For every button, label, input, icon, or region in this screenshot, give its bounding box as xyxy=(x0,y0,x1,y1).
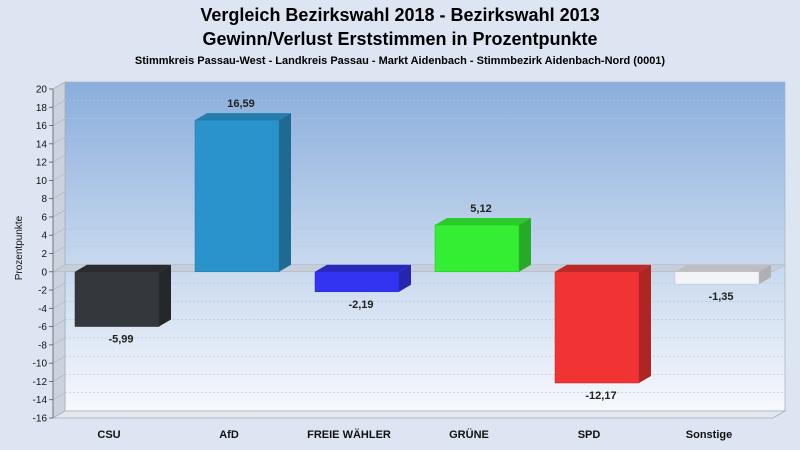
gridline-side xyxy=(52,227,66,236)
data-label: 16,59 xyxy=(227,98,255,110)
bar-side xyxy=(519,217,531,272)
gridline-side xyxy=(52,81,66,90)
y-tick-label: 20 xyxy=(36,85,48,96)
gridline-side xyxy=(52,301,66,309)
y-tick-label: 4 xyxy=(41,231,47,242)
bar-top xyxy=(195,113,291,121)
y-tick-label: 10 xyxy=(36,176,48,187)
gridline-side xyxy=(52,100,66,108)
x-tick-label: CSU xyxy=(97,429,120,441)
gridline-side xyxy=(52,410,66,419)
gridline-side xyxy=(52,374,66,382)
bar-top xyxy=(435,217,531,225)
y-tick-label: 6 xyxy=(41,212,47,223)
y-tick-label: 14 xyxy=(36,139,48,150)
x-tick-label: Sonstige xyxy=(686,429,732,441)
floor xyxy=(51,410,787,419)
data-label: -1,35 xyxy=(708,291,733,303)
gridline-side xyxy=(52,319,66,327)
data-label: 5,12 xyxy=(470,203,491,215)
bar xyxy=(554,271,640,384)
chart-subtitle: Gewinn/Verlust Erststimmen in Prozentpun… xyxy=(202,29,597,49)
bar-top xyxy=(75,264,171,272)
bar xyxy=(194,119,280,273)
bar-top xyxy=(675,264,771,272)
gridline-side xyxy=(52,191,66,199)
gridline-side xyxy=(52,337,66,346)
gridline-side xyxy=(52,355,66,364)
bar-side xyxy=(639,264,651,383)
y-tick-label: 16 xyxy=(36,121,48,132)
data-label: -12,17 xyxy=(585,390,616,402)
y-tick-label: -16 xyxy=(33,414,48,425)
y-tick-label: -12 xyxy=(33,377,48,388)
y-axis-label: Prozentpunkte xyxy=(14,215,25,280)
gridline-side xyxy=(52,392,66,400)
bar-top xyxy=(555,264,651,272)
y-tick-label: -4 xyxy=(38,304,47,315)
bar-side xyxy=(159,264,171,327)
y-tick-label: -14 xyxy=(33,395,48,406)
bar-side xyxy=(399,264,411,292)
gridline-side xyxy=(52,118,66,126)
gridline-side xyxy=(52,282,66,291)
x-tick-label: SPD xyxy=(578,429,601,441)
bar-top xyxy=(315,264,411,272)
x-tick-label: FREIE WÄHLER xyxy=(307,428,391,441)
gridline-side xyxy=(52,154,66,163)
bar xyxy=(74,271,160,327)
x-tick-label: GRÜNE xyxy=(449,428,489,441)
y-tick-label: 0 xyxy=(41,267,47,278)
gridline-side xyxy=(52,209,66,218)
bar-side xyxy=(279,113,291,272)
data-label: -5,99 xyxy=(108,334,133,346)
gridline-side xyxy=(52,173,66,181)
y-tick-label: -6 xyxy=(38,322,47,333)
gridline-side xyxy=(52,136,66,145)
chart-caption: Stimmkreis Passau-West - Landkreis Passa… xyxy=(135,55,666,67)
y-tick-label: 2 xyxy=(41,249,47,260)
bar xyxy=(314,271,400,293)
y-tick-label: -10 xyxy=(33,359,48,370)
x-tick-label: AfD xyxy=(219,429,239,441)
gridline-side xyxy=(52,246,66,254)
y-tick-label: 18 xyxy=(36,103,48,114)
y-tick-label: 8 xyxy=(41,194,47,205)
data-label: -2,19 xyxy=(348,299,373,311)
y-tick-label: -8 xyxy=(38,340,47,351)
plot-area: 20181614121086420-2-4-6-8-10-12-14-16-5,… xyxy=(33,81,787,441)
bar xyxy=(434,224,520,273)
bar xyxy=(674,271,760,285)
bar-side xyxy=(759,264,771,285)
y-tick-label: 12 xyxy=(36,158,48,169)
chart-title: Vergleich Bezirkswahl 2018 - Bezirkswahl… xyxy=(200,5,599,25)
y-tick-label: -2 xyxy=(38,286,47,297)
